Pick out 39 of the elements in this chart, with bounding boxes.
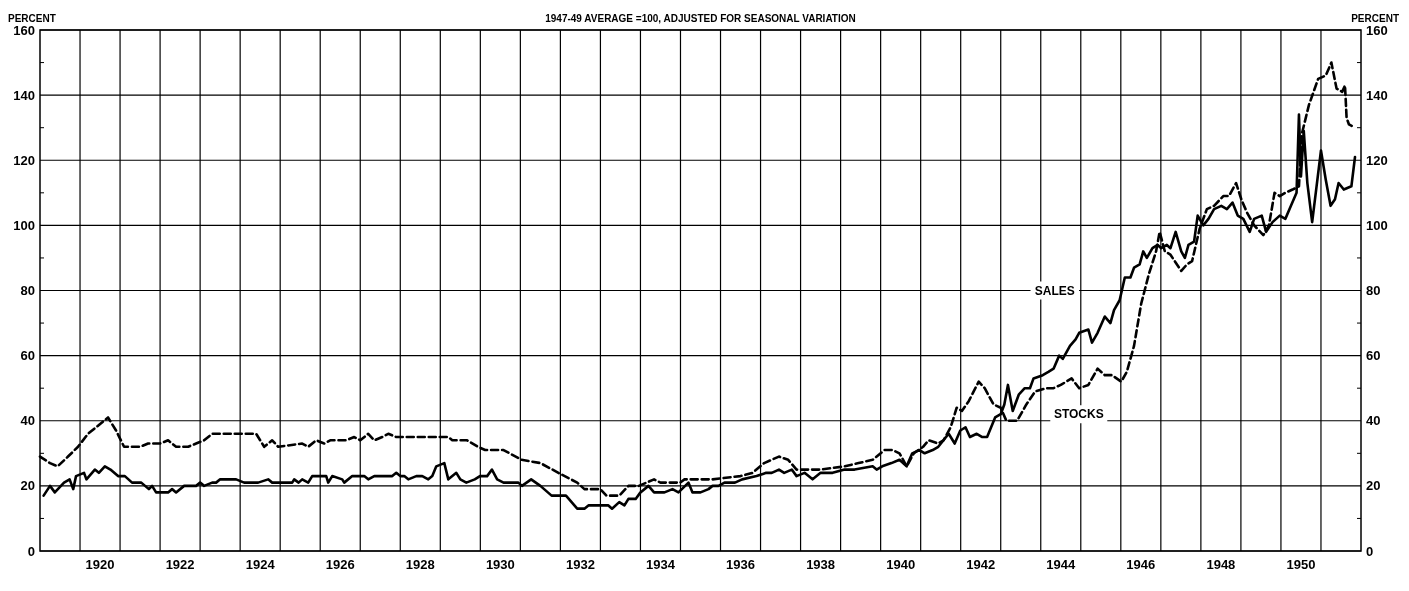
series-label: STOCKS [1053,407,1104,422]
x-tick-label: 1936 [726,557,755,572]
y-tick-label: 140 [13,87,35,103]
y2-axis-title: PERCENT [1351,13,1399,24]
y-tick-label: 80 [20,283,35,299]
chart-title: 1947-49 AVERAGE =100, ADJUSTED FOR SEASONAL VARIATION [545,13,856,24]
y-tick-label: 60 [20,348,35,364]
x-tick-label: 1920 [85,557,115,572]
y-tick-label: 100 [13,217,35,233]
y-tick-label: 0 [27,543,35,559]
y2-tick-label: 140 [1366,87,1388,103]
x-tick-label: 1926 [325,557,355,572]
y2-tick-label: 0 [1366,543,1374,559]
x-tick-label: 1938 [806,557,836,572]
y-axis-title: PERCENT [8,13,56,24]
x-tick-label: 1944 [1046,557,1076,572]
y2-tick-label: 60 [1366,348,1381,364]
text: SALES [1034,283,1075,298]
x-tick-label: 1946 [1126,557,1156,572]
y2-tick-label: 80 [1366,283,1381,299]
x-tick-label: 1930 [485,557,515,572]
y2-tick-label: 120 [1366,152,1388,168]
y2-tick-label: 160 [1366,22,1388,38]
x-tick-label: 1950 [1286,557,1316,572]
x-tick-label: 1940 [886,557,916,572]
x-tick-label: 1934 [646,557,676,572]
y2-tick-label: 100 [1366,217,1388,233]
x-tick-label: 1922 [165,557,195,572]
y2-tick-label: 40 [1366,413,1381,429]
y2-tick-label: 20 [1366,478,1381,494]
y-tick-label: 40 [20,413,35,429]
x-tick-label: 1924 [245,557,276,572]
y-tick-label: 120 [13,152,35,168]
y-tick-label: 160 [13,22,35,38]
y-tick-label: 20 [20,478,35,494]
x-tick-label: 1942 [966,557,996,572]
x-tick-label: 1948 [1206,557,1236,572]
x-tick-label: 1928 [405,557,435,572]
x-tick-label: 1932 [565,557,595,572]
